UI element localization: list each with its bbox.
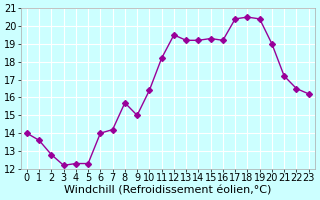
X-axis label: Windchill (Refroidissement éolien,°C): Windchill (Refroidissement éolien,°C) [64,186,271,196]
